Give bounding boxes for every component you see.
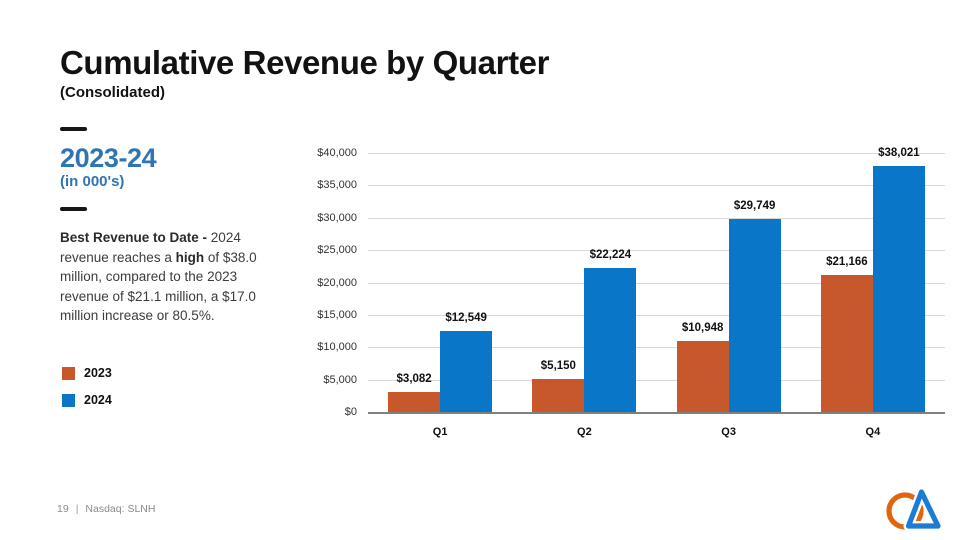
bar-value-label: $5,150 (540, 359, 576, 372)
legend-swatch-2023-icon (62, 366, 75, 380)
bar-2024-q1: $12,549 (440, 312, 493, 412)
x-axis-tick-label: Q2 (577, 426, 592, 438)
gridline (368, 217, 945, 219)
x-axis-tick-label: Q3 (721, 426, 736, 438)
commentary-bold-high: high (175, 249, 205, 265)
footer-separator: | (75, 503, 79, 515)
title-block: Cumulative Revenue by Quarter (Consolida… (60, 44, 550, 101)
legend-label-2023: 2023 (84, 366, 112, 380)
commentary-span: of $38.0 million, compared to the 2023 r… (60, 249, 257, 324)
bar-value-label: $21,166 (826, 255, 868, 268)
bar-2024-q3: $29,749 (728, 200, 781, 412)
bar-value-label: $10,948 (681, 322, 724, 335)
y-axis-tick-label: $0 (344, 406, 357, 418)
bar-group-q1: $3,082 $12,549 (368, 153, 512, 412)
y-axis-tick-label: $30,000 (317, 211, 357, 224)
gridline (368, 314, 945, 316)
y-axis-tick-label: $15,000 (317, 308, 357, 321)
page-subtitle: (Consolidated) (60, 83, 165, 101)
y-axis-tick-label: $5,000 (323, 373, 357, 386)
chart-legend: 2023 2024 (62, 366, 112, 420)
bar-2023-q4: $21,166 (820, 256, 873, 412)
gridline (368, 250, 945, 252)
bar-value-label: $38,021 (878, 146, 920, 159)
gridline (368, 379, 945, 381)
bar-group-q3: $10,948 $29,749 (657, 153, 801, 412)
legend-swatch-2024-icon (62, 393, 75, 407)
commentary-span: 2024 revenue reaches a (60, 230, 241, 265)
page-number: 19 (57, 503, 69, 515)
legend-label-2024: 2024 (84, 393, 112, 407)
y-axis-tick-label: $20,000 (317, 276, 357, 289)
bar-value-label: $22,224 (589, 249, 632, 262)
legend-item-2024: 2024 (62, 393, 112, 407)
bar-2024-q4: $38,021 (872, 147, 925, 412)
bar-group-q4: $21,166 $38,021 (801, 147, 945, 412)
commentary-text: Best Revenue to Date - 2024 revenue reac… (60, 228, 272, 326)
soluna-logo-icon (886, 488, 943, 531)
y-axis-tick-label: $40,000 (317, 147, 357, 159)
divider-dash-bottom (60, 207, 87, 212)
gridline (368, 185, 945, 187)
plot-area: $3,082 $12,549 $5,150 $22,224 $10,948 $29,749… (368, 147, 945, 414)
legend-item-2023: 2023 (62, 366, 112, 380)
bar-2024-q2: $22,224 (584, 249, 637, 412)
bar-group-q2: $5,150 $22,224 (512, 153, 656, 412)
x-axis-tick-label: Q4 (865, 426, 881, 438)
commentary-bold-lead: Best Revenue to Date - (60, 230, 211, 246)
ticker-label: Nasdaq: SLNH (85, 503, 156, 515)
gridline (368, 153, 945, 154)
footer: 19 | Nasdaq: SLNH (57, 503, 155, 515)
bar-value-label: $12,549 (445, 311, 487, 324)
bar-value-label: $29,749 (733, 200, 776, 213)
logo-triangle-icon (905, 489, 941, 529)
period-heading: 2023-24 (60, 143, 157, 173)
gridline (368, 347, 945, 349)
bar-2023-q3: $10,948 (676, 322, 729, 412)
left-column: 2023-24 (in 000's) Best Revenue to Date … (60, 127, 275, 339)
x-axis-tick-label: Q1 (432, 426, 448, 438)
period-subheading: (in 000's) (60, 173, 125, 191)
bar-value-label: $3,082 (396, 373, 432, 386)
page-title: Cumulative Revenue by Quarter (60, 44, 550, 81)
y-axis-tick-label: $25,000 (317, 244, 357, 257)
bar-2023-q1: $3,082 (388, 373, 441, 412)
y-axis-labels: $0 $5,000 $10,000 $15,000 $20,000 $25,000 $30,… (295, 147, 357, 418)
y-axis-tick-label: $10,000 (317, 341, 357, 354)
x-axis-labels: Q1 Q2 Q3 Q4 (368, 426, 945, 438)
divider-dash-top (60, 127, 87, 131)
bar-2023-q2: $5,150 (532, 360, 585, 412)
y-axis-tick-label: $35,000 (317, 179, 357, 192)
gridline (368, 282, 945, 284)
